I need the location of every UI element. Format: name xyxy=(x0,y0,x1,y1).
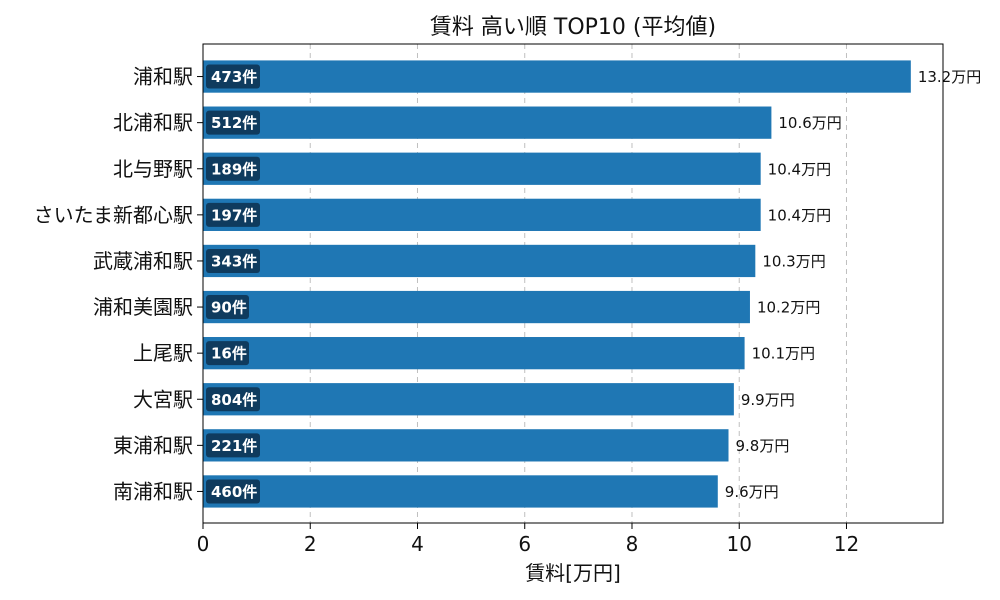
count-badge xyxy=(206,110,260,135)
bar xyxy=(203,106,772,139)
chart-title: 賃料 高い順 TOP10 (平均値) xyxy=(430,15,716,40)
count-badge xyxy=(206,341,249,366)
value-label: 9.9万円 xyxy=(741,391,795,409)
x-tick-label: 4 xyxy=(411,532,424,556)
count-label: 90件 xyxy=(211,299,247,317)
value-label: 10.4万円 xyxy=(768,160,831,178)
x-tick-label: 12 xyxy=(834,532,859,556)
count-label: 197件 xyxy=(211,206,257,224)
y-tick-label: 北与野駅 xyxy=(113,157,193,181)
count-badge xyxy=(206,202,260,227)
x-tick-label: 6 xyxy=(518,532,531,556)
bar xyxy=(203,337,745,370)
bar-layer: 473件 13.2万円 512件 10.6万円 189件 10.4万円 197件 10.4万円… xyxy=(203,60,981,508)
y-tick-label: 北浦和駅 xyxy=(113,111,193,135)
value-label: 9.6万円 xyxy=(725,483,779,501)
count-label: 473件 xyxy=(211,68,257,86)
y-tick-label: 南浦和駅 xyxy=(113,479,193,503)
y-tick-label: 大宮駅 xyxy=(133,387,193,411)
y-tick-label: 上尾駅 xyxy=(133,341,193,365)
value-label: 10.1万円 xyxy=(752,345,815,363)
x-tick-label: 8 xyxy=(626,532,639,556)
x-axis-label: 賃料[万円] xyxy=(525,561,621,585)
y-tick-label: 東浦和駅 xyxy=(113,433,193,457)
count-badge xyxy=(206,156,260,181)
count-badge xyxy=(206,479,260,504)
bar xyxy=(203,290,750,324)
bar xyxy=(203,475,718,508)
value-label: 9.8万円 xyxy=(736,437,790,455)
bar xyxy=(203,383,734,416)
y-tick-label: 浦和美園駅 xyxy=(93,295,193,319)
bar xyxy=(203,429,729,462)
count-label: 16件 xyxy=(211,345,247,363)
count-badge xyxy=(206,248,260,273)
y-tick-label: 浦和駅 xyxy=(133,65,193,89)
value-label: 13.2万円 xyxy=(918,68,981,86)
bar xyxy=(203,198,761,231)
y-tick-label: 武蔵浦和駅 xyxy=(93,249,193,273)
x-tick-label: 10 xyxy=(727,532,752,556)
value-label: 10.4万円 xyxy=(768,206,831,224)
count-label: 512件 xyxy=(211,114,257,132)
count-badge xyxy=(206,433,260,458)
y-axis: 浦和駅北浦和駅北与野駅さいたま新都心駅武蔵浦和駅浦和美園駅上尾駅大宮駅東浦和駅南… xyxy=(34,65,203,503)
x-axis: 0 2 4 6 8 10 12 xyxy=(197,523,859,556)
bar xyxy=(203,244,756,278)
count-badge xyxy=(206,387,260,412)
value-label: 10.6万円 xyxy=(778,114,841,132)
count-label: 189件 xyxy=(211,160,257,178)
count-badge xyxy=(206,64,260,89)
value-label: 10.3万円 xyxy=(762,252,825,270)
y-tick-label: さいたま新都心駅 xyxy=(34,203,193,227)
value-label: 10.2万円 xyxy=(757,299,820,317)
x-tick-label: 0 xyxy=(197,532,210,556)
count-label: 343件 xyxy=(211,252,257,270)
bar xyxy=(203,152,761,185)
count-label: 460件 xyxy=(211,483,257,501)
count-badge xyxy=(206,295,249,320)
x-tick-label: 2 xyxy=(304,532,317,556)
count-label: 221件 xyxy=(211,437,257,455)
plot-frame xyxy=(202,43,944,524)
bar xyxy=(203,60,911,93)
count-label: 804件 xyxy=(211,391,257,409)
